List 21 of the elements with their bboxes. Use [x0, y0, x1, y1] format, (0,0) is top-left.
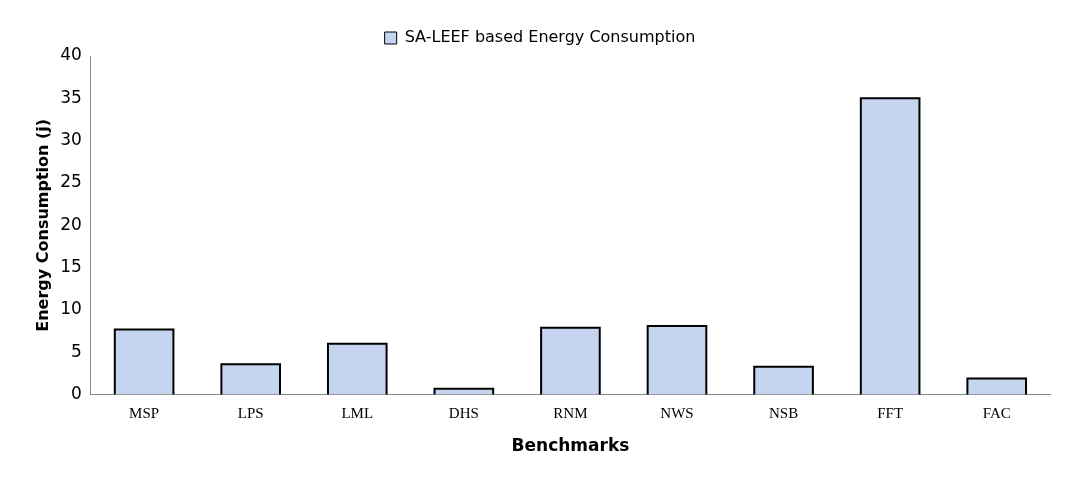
- x-tick-label: FFT: [877, 404, 904, 421]
- x-tick-label: NWS: [660, 404, 694, 421]
- legend-label: SA-LEEF based Energy Consumption: [404, 27, 696, 47]
- x-tick-label: DHS: [448, 404, 479, 421]
- x-tick-label: RNM: [553, 404, 588, 421]
- y-tick-label: 30: [60, 129, 82, 150]
- y-tick-label: 35: [60, 86, 82, 107]
- y-tick-label: 20: [60, 213, 82, 234]
- y-tick-label: 40: [60, 44, 82, 65]
- x-tick-label: LML: [341, 404, 374, 421]
- y-tick-label: 0: [71, 383, 82, 404]
- x-axis-title: Benchmarks: [511, 435, 630, 456]
- y-axis-title: Energy Consumption (j): [32, 118, 52, 332]
- x-tick-label: NSB: [768, 404, 799, 421]
- y-tick-label: 25: [60, 171, 82, 192]
- x-tick-label: FAC: [982, 404, 1011, 421]
- x-tick-label: MSP: [129, 404, 160, 421]
- y-tick-label: 5: [71, 340, 82, 361]
- x-tick-label: LPS: [237, 404, 264, 421]
- y-tick-label: 10: [60, 298, 82, 319]
- y-tick-label: 15: [60, 256, 82, 277]
